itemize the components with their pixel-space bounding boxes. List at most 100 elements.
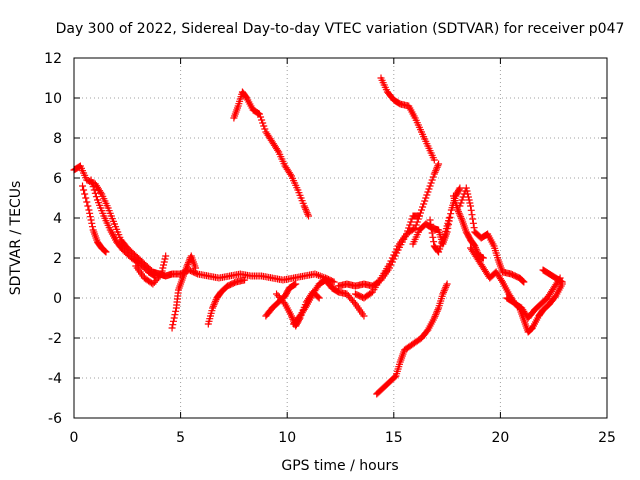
data-point-marker: [403, 230, 411, 238]
data-point-marker: [286, 170, 294, 178]
x-tick-label: 0: [70, 430, 79, 446]
y-tick-label: -4: [48, 371, 62, 387]
data-point-marker: [470, 224, 478, 232]
data-point-marker: [440, 287, 448, 295]
grid-lines: [74, 58, 607, 418]
data-point-marker: [420, 200, 428, 208]
data-point-marker: [329, 277, 337, 285]
series-arc-20: [503, 280, 566, 336]
x-tick-label: 25: [598, 430, 616, 446]
data-point-marker: [467, 202, 475, 210]
y-tick-label: 8: [53, 131, 62, 147]
data-point-marker: [91, 189, 99, 197]
data-point-marker: [287, 312, 295, 320]
data-point-marker: [439, 236, 447, 244]
x-tick-label: 10: [278, 430, 296, 446]
series-arc-18: [456, 184, 528, 286]
data-point-marker: [102, 248, 110, 256]
data-point-marker: [315, 294, 323, 302]
data-point-marker: [433, 307, 441, 315]
data-point-marker: [254, 109, 262, 117]
data-point-marker: [169, 317, 177, 325]
data-point-marker: [85, 206, 93, 214]
y-tick-label: 0: [53, 291, 62, 307]
data-point-marker: [427, 220, 435, 228]
data-point-marker: [80, 186, 88, 194]
series-arc-5: [168, 252, 200, 332]
data-point-marker: [87, 176, 95, 184]
data-point-marker: [303, 209, 311, 217]
y-tick-label: 6: [53, 171, 62, 187]
data-point-marker: [258, 116, 266, 124]
data-point-marker: [255, 110, 263, 118]
data-point-marker: [442, 282, 450, 290]
data-point-marker: [464, 193, 472, 201]
data-point-marker: [168, 324, 176, 332]
data-point-marker: [305, 212, 313, 220]
data-point-marker: [469, 219, 477, 227]
data-point-marker: [557, 277, 565, 285]
data-point-marker: [467, 206, 475, 214]
data-point-marker: [446, 213, 454, 221]
data-point-marker: [406, 221, 414, 229]
data-point-marker: [415, 212, 423, 220]
data-point-marker: [457, 214, 465, 222]
data-point-marker: [160, 261, 168, 269]
y-tick-label: 2: [53, 251, 62, 267]
data-point-marker: [464, 190, 472, 198]
data-point-marker: [82, 194, 90, 202]
data-point-marker: [518, 277, 526, 285]
data-point-marker: [101, 247, 109, 255]
data-point-marker: [457, 199, 465, 207]
data-point-marker: [86, 209, 94, 217]
data-point-marker: [300, 202, 308, 210]
data-point-marker: [441, 285, 449, 293]
y-tick-label: 12: [44, 51, 62, 67]
data-point-marker: [427, 179, 435, 187]
data-point-marker: [184, 260, 192, 268]
data-point-marker: [387, 257, 395, 265]
data-point-marker: [435, 160, 443, 168]
data-point-marker: [418, 206, 426, 214]
data-point-marker: [390, 251, 398, 259]
data-point-marker: [558, 278, 566, 286]
data-point-marker: [447, 210, 455, 218]
data-point-marker: [171, 311, 179, 319]
data-point-marker: [304, 210, 312, 218]
data-point-marker: [88, 179, 96, 187]
data-point-marker: [462, 184, 470, 192]
y-tick-label: -6: [48, 411, 62, 427]
data-point-marker: [438, 239, 446, 247]
data-point-marker: [183, 262, 191, 270]
series-arc-16: [426, 214, 453, 256]
y-axis-label: SDTVAR / TECUs: [8, 181, 24, 296]
data-point-marker: [260, 122, 268, 130]
data-point-marker: [423, 191, 431, 199]
data-point-marker: [156, 272, 164, 280]
data-point-marker: [211, 299, 219, 307]
series-arc-1: [70, 162, 338, 286]
data-point-marker: [431, 312, 439, 320]
data-point-marker: [302, 205, 310, 213]
series-arc-13: [373, 280, 451, 398]
data-point-marker: [314, 293, 322, 301]
data-point-marker: [169, 321, 177, 329]
data-point-marker: [435, 248, 443, 256]
data-point-marker: [84, 202, 92, 210]
data-point-marker: [386, 260, 394, 268]
data-point-marker: [391, 248, 399, 256]
data-point-marker: [150, 271, 158, 279]
data-point-marker: [291, 281, 299, 289]
data-point-marker: [87, 216, 95, 224]
series-arc-8: [273, 288, 323, 330]
data-point-marker: [455, 185, 463, 193]
series-arc-12: [351, 212, 423, 302]
series-arc-10: [230, 88, 313, 220]
data-point-marker: [440, 233, 448, 241]
series-arc-2: [79, 182, 110, 256]
data-point-marker: [430, 314, 438, 322]
data-point-marker: [426, 182, 434, 190]
y-tick-label: 10: [44, 91, 62, 107]
data-point-marker: [90, 186, 98, 194]
